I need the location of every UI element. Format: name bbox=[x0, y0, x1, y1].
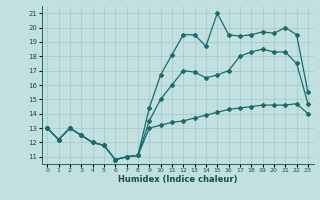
X-axis label: Humidex (Indice chaleur): Humidex (Indice chaleur) bbox=[118, 175, 237, 184]
